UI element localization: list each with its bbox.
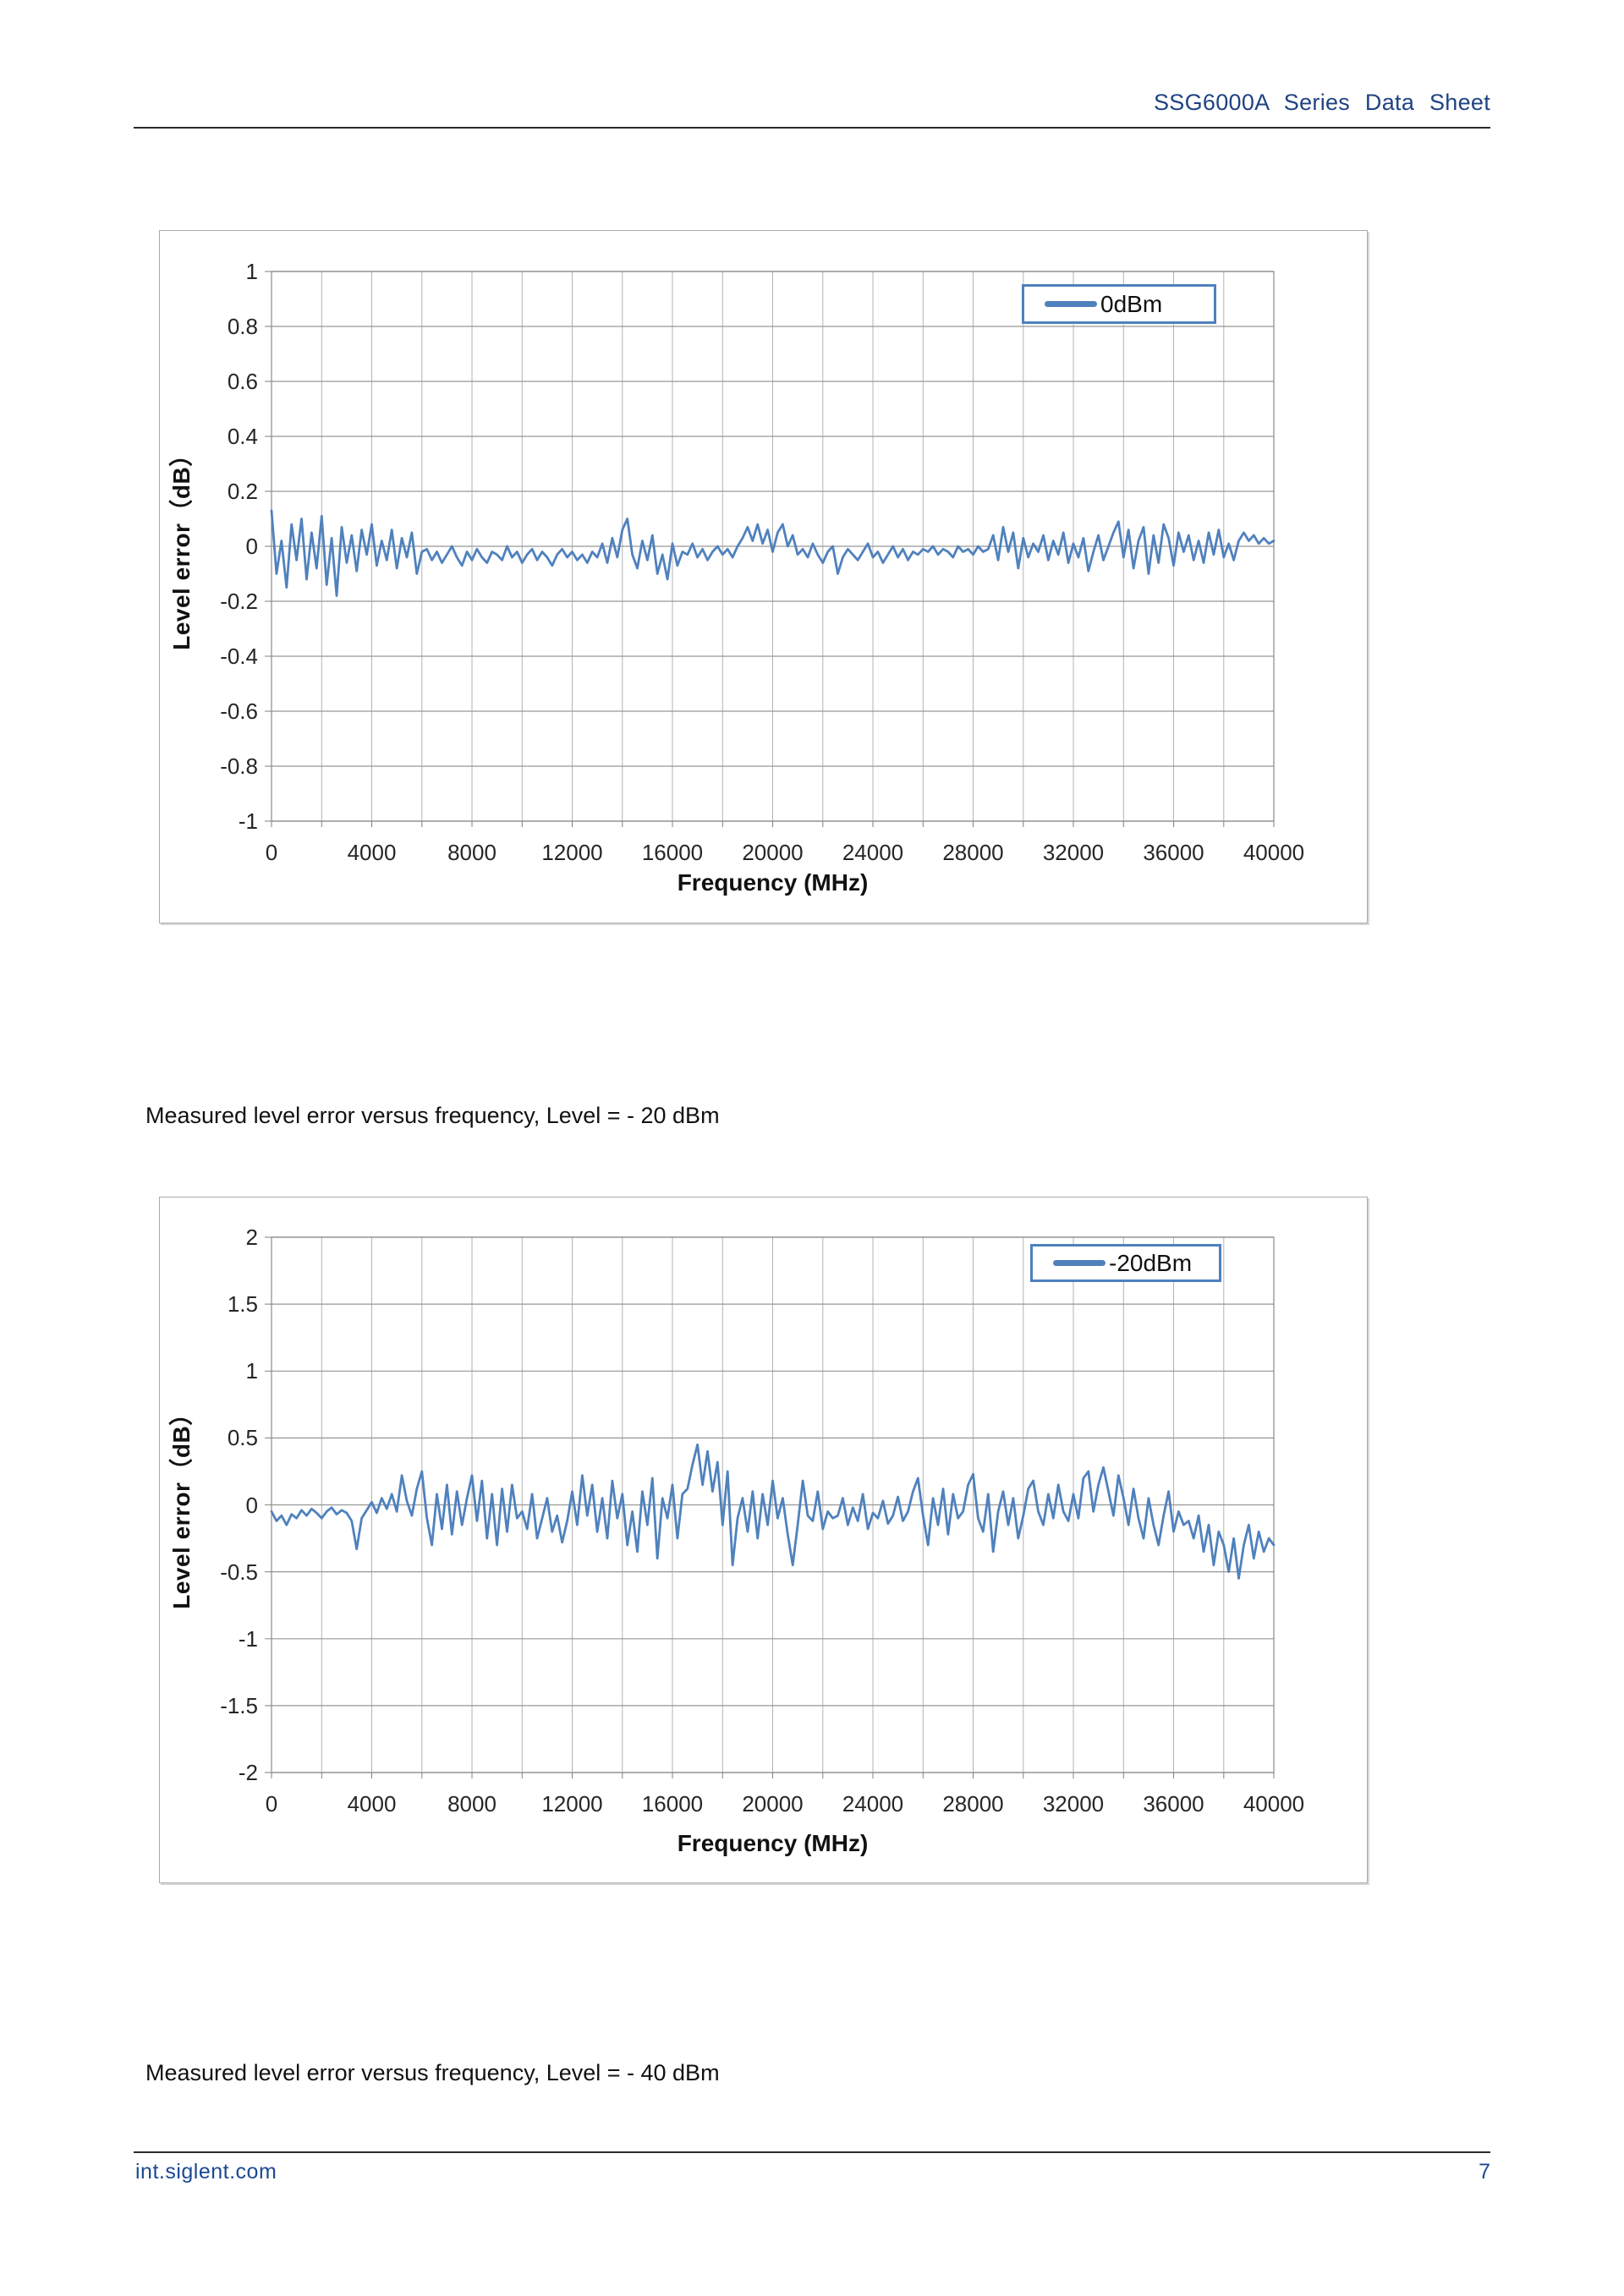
level-error-chart-0dbm: Level error（dB） 0dBm Frequency (MHz) 1 0.…: [159, 230, 1368, 923]
legend: 0dBm: [1022, 284, 1216, 324]
x-tick-label: 24000: [842, 840, 904, 865]
x-tick-label: 36000: [1143, 840, 1204, 865]
header-rule: [134, 127, 1490, 129]
y-tick-label: -0.4: [220, 644, 258, 669]
y-tick-label: 1: [245, 1358, 258, 1384]
y-tick-label: 0.4: [227, 424, 258, 449]
x-tick-label: 28000: [942, 1791, 1004, 1817]
chart-canvas: [265, 271, 1276, 827]
y-tick-label: -0.2: [220, 589, 258, 614]
x-tick-label: 40000: [1243, 840, 1305, 865]
y-tick-label: -0.5: [220, 1559, 258, 1585]
x-tick-label: 20000: [742, 1791, 804, 1817]
y-tick-label: -1.5: [220, 1692, 258, 1718]
y-tick-label: -2: [238, 1760, 258, 1785]
x-tick-label: 0: [265, 1791, 278, 1817]
y-tick-label: 0.8: [227, 314, 258, 339]
legend: -20dBm: [1030, 1244, 1221, 1282]
x-tick-label: 12000: [541, 840, 603, 865]
caption-level-minus-20dbm: Measured level error versus frequency, L…: [145, 1103, 720, 1128]
x-tick-label: 32000: [1042, 1791, 1105, 1817]
legend-line-sample-icon: [1045, 301, 1097, 307]
chart-canvas: [265, 1236, 1276, 1778]
x-tick-label: 36000: [1143, 1791, 1204, 1817]
footer-site-link[interactable]: int.siglent.com: [135, 2160, 277, 2184]
y-tick-label: 0: [245, 534, 258, 559]
x-tick-label: 8000: [447, 840, 497, 865]
y-tick-label: 2: [245, 1225, 258, 1250]
y-tick-label: 1.5: [227, 1291, 258, 1318]
footer-rule: [134, 2151, 1490, 2153]
x-axis-title: Frequency (MHz): [677, 869, 869, 896]
x-tick-label: 4000: [347, 1791, 397, 1817]
x-tick-label: 20000: [742, 840, 804, 865]
legend-line-sample-icon: [1053, 1260, 1106, 1266]
x-tick-label: 28000: [942, 840, 1004, 865]
y-tick-label: 0: [245, 1492, 258, 1518]
x-tick-label: 8000: [447, 1791, 497, 1817]
y-tick-label: 0.5: [227, 1425, 258, 1451]
y-tick-label: -1: [238, 1625, 258, 1652]
level-error-chart-minus20dbm: Level error（dB） -20dBm Frequency (MHz) 2…: [159, 1197, 1368, 1883]
caption-level-minus-40dbm: Measured level error versus frequency, L…: [145, 2060, 720, 2085]
x-tick-label: 0: [265, 840, 278, 865]
y-tick-label: 0.2: [227, 479, 258, 504]
x-tick-label: 40000: [1243, 1791, 1305, 1817]
x-tick-label: 4000: [347, 840, 397, 865]
page-number: 7: [1479, 2160, 1490, 2184]
series-line: [270, 1443, 1276, 1580]
x-tick-label: 12000: [541, 1791, 603, 1817]
x-tick-label: 32000: [1042, 840, 1105, 865]
x-axis-title: Frequency (MHz): [677, 1830, 869, 1856]
x-tick-label: 16000: [641, 1791, 704, 1817]
legend-label: -20dBm: [1109, 1249, 1193, 1276]
y-tick-label: -0.8: [220, 753, 258, 779]
y-tick-label: -0.6: [220, 699, 258, 724]
legend-label: 0dBm: [1100, 290, 1163, 317]
y-tick-label: -1: [238, 808, 258, 834]
y-tick-label: 0.6: [227, 369, 258, 394]
y-tick-label: 1: [245, 259, 258, 284]
x-tick-label: 16000: [641, 840, 704, 865]
page-header-title: SSG6000A Series Data Sheet: [1153, 90, 1490, 115]
x-tick-label: 24000: [842, 1791, 904, 1817]
series-line: [270, 509, 1276, 597]
